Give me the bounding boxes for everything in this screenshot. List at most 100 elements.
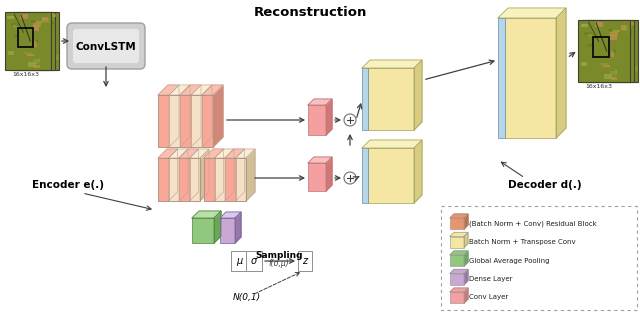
Polygon shape xyxy=(19,64,26,70)
Polygon shape xyxy=(596,35,599,39)
Polygon shape xyxy=(618,59,623,62)
Polygon shape xyxy=(14,34,19,37)
Polygon shape xyxy=(35,47,39,51)
Polygon shape xyxy=(235,212,241,243)
Text: 16x16x3: 16x16x3 xyxy=(585,84,612,89)
Polygon shape xyxy=(450,236,464,247)
Polygon shape xyxy=(604,53,608,59)
Polygon shape xyxy=(626,26,634,29)
Polygon shape xyxy=(611,35,616,40)
Polygon shape xyxy=(204,149,223,158)
Text: Encoder e(.): Encoder e(.) xyxy=(32,180,104,190)
Polygon shape xyxy=(38,41,44,43)
Polygon shape xyxy=(609,36,614,40)
Polygon shape xyxy=(214,158,225,201)
Polygon shape xyxy=(581,24,588,27)
Polygon shape xyxy=(236,158,246,201)
Polygon shape xyxy=(595,63,598,65)
Polygon shape xyxy=(362,140,422,148)
Polygon shape xyxy=(22,43,29,46)
Polygon shape xyxy=(615,63,617,66)
Polygon shape xyxy=(192,218,214,243)
Polygon shape xyxy=(33,59,38,64)
Polygon shape xyxy=(169,85,179,147)
Polygon shape xyxy=(179,158,189,201)
Polygon shape xyxy=(633,66,637,71)
Polygon shape xyxy=(169,85,190,95)
Polygon shape xyxy=(168,149,177,201)
Text: Global Average Pooling: Global Average Pooling xyxy=(469,258,550,264)
Polygon shape xyxy=(13,50,18,55)
Polygon shape xyxy=(42,17,48,21)
FancyBboxPatch shape xyxy=(298,251,312,271)
Polygon shape xyxy=(48,13,54,19)
Polygon shape xyxy=(214,149,234,158)
Polygon shape xyxy=(21,52,24,54)
Polygon shape xyxy=(586,20,638,82)
FancyBboxPatch shape xyxy=(67,23,145,69)
Polygon shape xyxy=(498,8,566,18)
Polygon shape xyxy=(30,49,37,52)
Text: f(σ,μ): f(σ,μ) xyxy=(269,259,289,269)
FancyBboxPatch shape xyxy=(231,251,247,271)
Polygon shape xyxy=(450,251,468,255)
Polygon shape xyxy=(600,48,604,53)
Text: 16x16x3: 16x16x3 xyxy=(12,72,39,77)
Polygon shape xyxy=(614,51,621,54)
Polygon shape xyxy=(621,25,627,30)
Polygon shape xyxy=(34,65,40,68)
Polygon shape xyxy=(618,57,625,61)
Polygon shape xyxy=(22,26,24,30)
Polygon shape xyxy=(49,14,56,17)
Polygon shape xyxy=(191,95,202,147)
Polygon shape xyxy=(603,65,610,67)
Polygon shape xyxy=(362,60,422,68)
Polygon shape xyxy=(611,77,617,80)
Polygon shape xyxy=(616,56,621,61)
Polygon shape xyxy=(611,32,618,36)
Polygon shape xyxy=(627,22,634,26)
Polygon shape xyxy=(464,288,468,303)
Polygon shape xyxy=(225,149,244,158)
Polygon shape xyxy=(38,52,40,55)
Polygon shape xyxy=(308,99,332,105)
Circle shape xyxy=(344,172,356,184)
Polygon shape xyxy=(612,62,618,66)
Polygon shape xyxy=(604,66,609,70)
Polygon shape xyxy=(615,49,619,54)
Polygon shape xyxy=(505,18,556,138)
Polygon shape xyxy=(180,85,190,147)
Polygon shape xyxy=(225,149,234,201)
Text: Decoder d(.): Decoder d(.) xyxy=(508,180,582,190)
Polygon shape xyxy=(586,65,590,70)
Polygon shape xyxy=(616,42,620,45)
Polygon shape xyxy=(168,158,179,201)
Polygon shape xyxy=(36,39,38,43)
Polygon shape xyxy=(613,49,616,53)
Polygon shape xyxy=(414,140,422,203)
Polygon shape xyxy=(612,30,620,32)
Polygon shape xyxy=(34,41,37,47)
Polygon shape xyxy=(414,60,422,130)
Polygon shape xyxy=(612,58,616,62)
Polygon shape xyxy=(630,25,634,27)
Polygon shape xyxy=(450,288,468,292)
Polygon shape xyxy=(464,270,468,284)
Polygon shape xyxy=(582,20,634,82)
Polygon shape xyxy=(11,23,19,26)
Polygon shape xyxy=(39,33,43,35)
Polygon shape xyxy=(590,66,598,70)
Polygon shape xyxy=(593,76,601,81)
Text: Reconstruction: Reconstruction xyxy=(253,5,367,19)
Polygon shape xyxy=(326,157,332,191)
Polygon shape xyxy=(202,85,223,95)
Polygon shape xyxy=(308,157,332,163)
Polygon shape xyxy=(450,255,464,266)
Polygon shape xyxy=(29,64,33,68)
Polygon shape xyxy=(362,68,368,130)
Polygon shape xyxy=(52,16,55,19)
Polygon shape xyxy=(35,21,43,23)
Polygon shape xyxy=(614,59,621,62)
Polygon shape xyxy=(54,55,59,60)
Polygon shape xyxy=(596,53,604,57)
